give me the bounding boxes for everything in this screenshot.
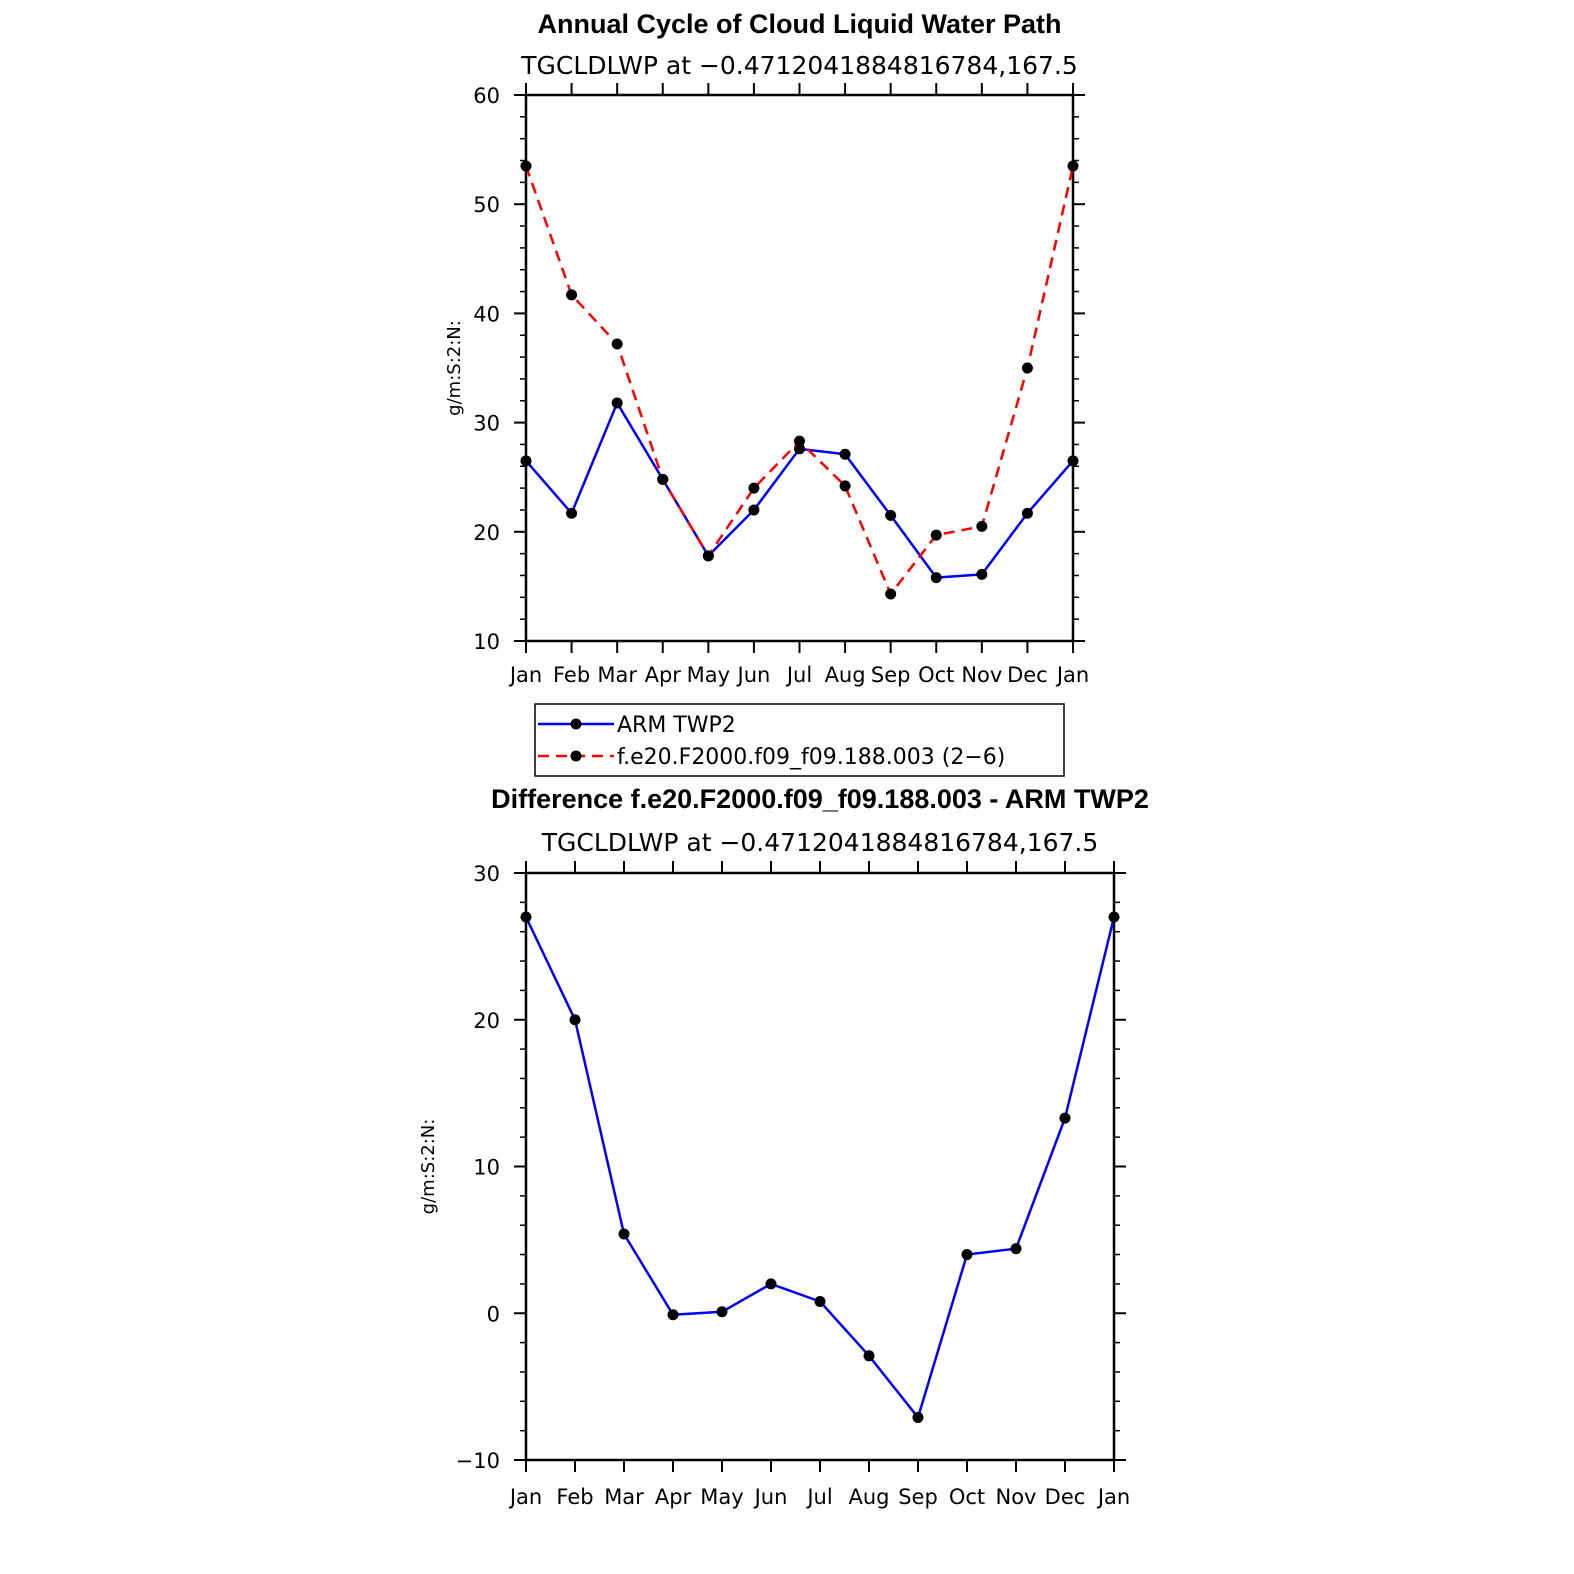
data-point: [765, 1278, 777, 1290]
legend-marker: [570, 718, 582, 730]
data-point: [748, 504, 760, 516]
x-tick-label: Oct: [918, 663, 954, 687]
data-point: [667, 1309, 679, 1321]
data-point: [961, 1249, 973, 1261]
chart-title: Annual Cycle of Cloud Liquid Water Path: [537, 9, 1061, 39]
plot-frame: [524, 93, 1075, 643]
x-tick-label: Jun: [736, 663, 771, 687]
data-point: [885, 509, 897, 521]
data-point: [716, 1306, 728, 1318]
x-tick-label: Feb: [556, 1485, 593, 1509]
data-point: [520, 911, 532, 923]
x-tick-label: Apr: [645, 663, 682, 687]
data-point: [569, 1014, 581, 1026]
x-tick-label: Jan: [508, 663, 542, 687]
x-tick-label: Dec: [1007, 663, 1048, 687]
plot-frame: [524, 871, 1116, 1462]
y-tick-label: 60: [473, 84, 500, 108]
y-tick-label: 20: [473, 1009, 500, 1033]
legend-marker: [570, 750, 582, 762]
x-tick-label: May: [700, 1485, 743, 1509]
x-tick-label: Jan: [508, 1485, 542, 1509]
data-point: [702, 550, 714, 562]
y-axis-label: g/m:S:2:N:: [444, 320, 465, 416]
x-tick-label: Sep: [871, 663, 911, 687]
data-point: [611, 338, 623, 350]
data-point: [814, 1296, 826, 1308]
chart-2: Difference f.e20.F2000.f09_f09.188.003 -…: [418, 784, 1149, 1509]
x-tick-label: Jan: [1055, 663, 1089, 687]
x-tick-label: Feb: [553, 663, 590, 687]
y-tick-label: 10: [473, 630, 500, 654]
data-point: [1067, 455, 1079, 467]
chart-1: Annual Cycle of Cloud Liquid Water Path T…: [444, 9, 1089, 777]
data-point: [794, 435, 805, 447]
data-point: [566, 289, 578, 301]
x-tick-label: Mar: [604, 1485, 644, 1509]
data-point: [1108, 911, 1120, 923]
y-tick-label: 30: [473, 412, 500, 436]
y-tick-label: −10: [456, 1449, 500, 1473]
y-tick-label: 0: [487, 1302, 500, 1326]
data-point: [885, 588, 897, 600]
data-point: [618, 1228, 630, 1240]
series-line: [524, 165, 1075, 596]
x-tick-label: Mar: [597, 663, 637, 687]
x-tick-label: Apr: [655, 1485, 692, 1509]
x-tick-label: Jun: [753, 1485, 788, 1509]
series-2: [520, 160, 1079, 600]
data-point: [520, 160, 532, 172]
x-tick-label: Jan: [1096, 1485, 1130, 1509]
chart-title: Difference f.e20.F2000.f09_f09.188.003 -…: [491, 784, 1149, 814]
data-point: [863, 1350, 875, 1362]
y-axis-label: g/m:S:2:N:: [418, 1119, 439, 1215]
x-tick-label: Jul: [805, 1485, 832, 1509]
x-tick-label: Aug: [825, 663, 866, 687]
series-line: [524, 916, 1116, 1419]
y-tick-label: 40: [473, 302, 500, 326]
data-point: [566, 507, 578, 519]
x-tick-label: Jul: [785, 663, 812, 687]
x-tick-label: Aug: [848, 1485, 889, 1509]
y-tick-label: 50: [473, 193, 500, 217]
data-point: [912, 1411, 924, 1423]
x-tick-label: Nov: [961, 663, 1002, 687]
x-tick-label: Dec: [1045, 1485, 1086, 1509]
series-1: [520, 397, 1079, 584]
data-point: [748, 482, 760, 494]
data-point: [1021, 362, 1033, 374]
data-point: [611, 397, 623, 409]
data-point: [657, 473, 669, 485]
data-point: [1010, 1243, 1022, 1255]
data-point: [520, 455, 532, 467]
data-point: [930, 529, 942, 541]
chart-subtitle: TGCLDLWP at −0.4712041884816784,167.5: [541, 828, 1099, 857]
data-point: [1021, 507, 1033, 519]
y-tick-label: 20: [473, 521, 500, 545]
y-tick-label: 30: [473, 862, 500, 886]
data-point: [1067, 160, 1079, 172]
legend-label: f.e20.F2000.f09_f09.188.003 (2−6): [617, 745, 1005, 770]
data-point: [839, 480, 851, 492]
data-point: [1059, 1112, 1071, 1124]
data-point: [794, 443, 805, 455]
legend: ARM TWP2 f.e20.F2000.f09_f09.188.003 (2−6…: [534, 703, 1065, 777]
data-point: [976, 568, 988, 580]
data-point: [930, 572, 942, 584]
y-tick-label: 10: [473, 1156, 500, 1180]
x-tick-label: Nov: [996, 1485, 1037, 1509]
chart-subtitle: TGCLDLWP at −0.4712041884816784,167.5: [520, 51, 1078, 80]
x-tick-label: Sep: [898, 1485, 938, 1509]
x-tick-label: Oct: [949, 1485, 985, 1509]
x-tick-label: May: [687, 663, 730, 687]
data-point: [839, 448, 851, 460]
legend-box: [534, 703, 1065, 777]
legend-label: ARM TWP2: [617, 713, 736, 738]
series-1: [520, 911, 1120, 1423]
data-point: [976, 520, 988, 532]
